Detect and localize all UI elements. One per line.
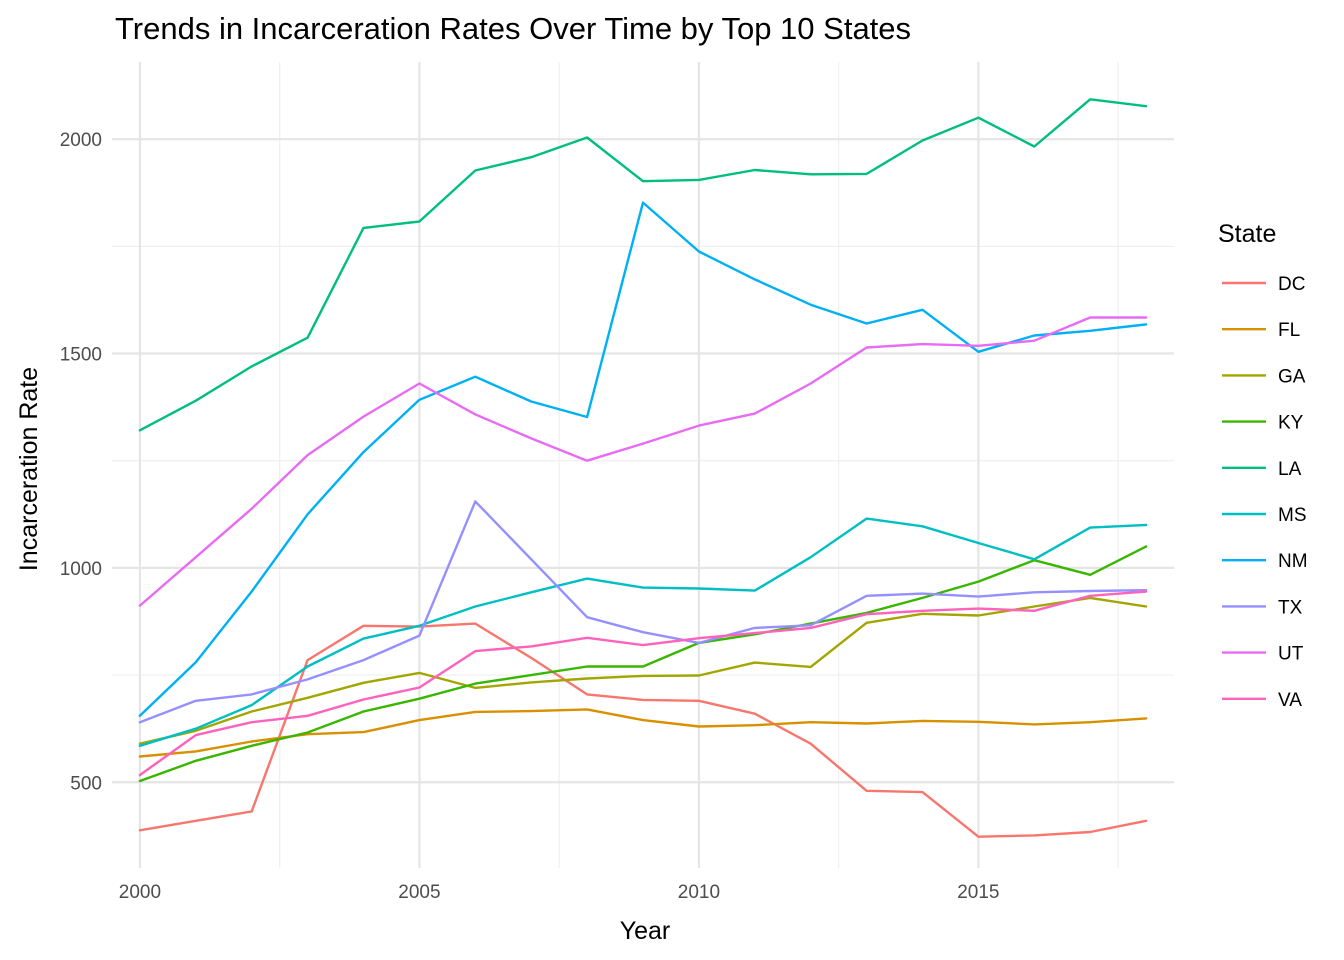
series-line-nm [138,201,1148,717]
y-tick-label: 1000 [60,559,102,580]
legend-item-nm: NM [1222,551,1308,572]
series-line-fl [138,708,1148,758]
legend-label: VA [1278,690,1302,711]
legend-item-dc: DC [1222,274,1305,295]
legend-item-ky: KY [1222,413,1304,434]
legend-item-tx: TX [1222,597,1303,618]
x-tick-label: 2005 [398,882,440,903]
legend: State DC FL GA KY LA MS NM TX UT VA [1218,220,1308,711]
legend-label: DC [1278,274,1305,295]
series-lines [138,98,1148,838]
y-tick-label: 500 [70,773,102,794]
legend-item-ut: UT [1222,644,1304,665]
series-line-ky [138,545,1148,783]
legend-label: LA [1278,459,1302,480]
series-line-la [138,98,1148,432]
x-axis-title: Year [620,917,671,945]
legend-label: KY [1278,413,1304,434]
legend-label: UT [1278,644,1304,665]
legend-item-la: LA [1222,459,1302,480]
legend-label: FL [1278,320,1300,341]
series-line-ut [138,316,1148,607]
legend-item-ga: GA [1222,366,1306,387]
y-tick-label: 2000 [60,130,102,151]
legend-item-fl: FL [1222,320,1300,341]
legend-label: NM [1278,551,1308,572]
legend-label: MS [1278,505,1307,526]
legend-label: GA [1278,366,1306,387]
series-line-ga [138,596,1148,745]
legend-items: DC FL GA KY LA MS NM TX UT VA [1222,274,1308,711]
legend-title: State [1218,220,1276,248]
x-tick-label: 2000 [119,882,161,903]
legend-item-va: VA [1222,690,1302,711]
major-gridlines [112,62,1174,868]
legend-label: TX [1278,597,1303,618]
x-tick-label: 2015 [957,882,999,903]
series-line-tx [138,500,1148,724]
y-axis-title: Incarceration Rate [15,367,43,571]
series-line-va [138,590,1148,777]
minor-gridlines [112,62,1174,868]
x-tick-label: 2010 [678,882,720,903]
series-line-dc [138,622,1148,838]
y-tick-label: 1500 [60,345,102,366]
x-axis-ticks: 2000 2005 2010 2015 [119,882,1000,903]
y-axis-ticks: 500 1000 1500 2000 [60,130,102,794]
chart-title: Trends in Incarceration Rates Over Time … [115,11,911,46]
legend-item-ms: MS [1222,505,1307,526]
series-line-ms [138,517,1148,747]
